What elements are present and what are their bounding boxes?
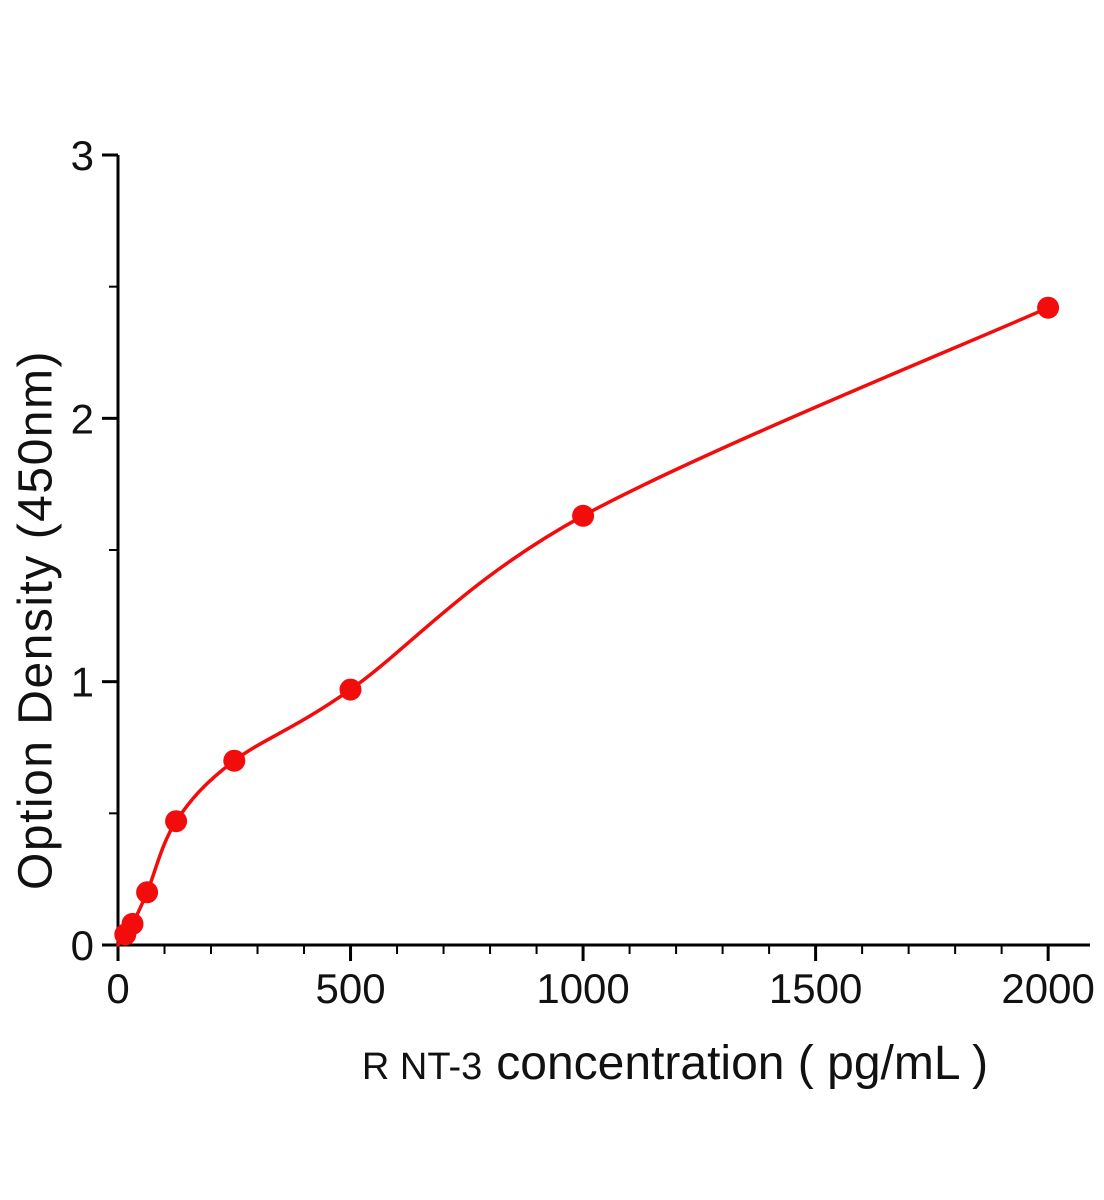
- data-point: [572, 504, 595, 527]
- x-tick-label: 1500: [769, 965, 862, 1012]
- data-point: [165, 810, 188, 833]
- y-axis-title: Option Density (450nm): [9, 350, 63, 890]
- x-tick-label: 2000: [1001, 965, 1094, 1012]
- x-tick-label: 500: [315, 965, 385, 1012]
- y-tick-label: 3: [71, 132, 94, 179]
- y-tick-label: 2: [71, 395, 94, 442]
- x-tick-label: 0: [106, 965, 129, 1012]
- data-point: [121, 912, 144, 935]
- y-tick-label: 1: [71, 659, 94, 706]
- x-axis-title-main: concentration ( pg/mL ): [496, 1037, 989, 1090]
- y-tick-label: 0: [71, 922, 94, 969]
- x-axis-title-prefix: R NT-3: [361, 1046, 483, 1088]
- fit-curve: [116, 305, 1050, 947]
- data-point: [1037, 296, 1060, 319]
- data-point: [223, 749, 246, 772]
- data-point: [136, 881, 159, 904]
- data-point: [339, 678, 362, 701]
- x-tick-label: 1000: [536, 965, 629, 1012]
- x-axis-title: R NT-3 concentration ( pg/mL ): [240, 1036, 1104, 1091]
